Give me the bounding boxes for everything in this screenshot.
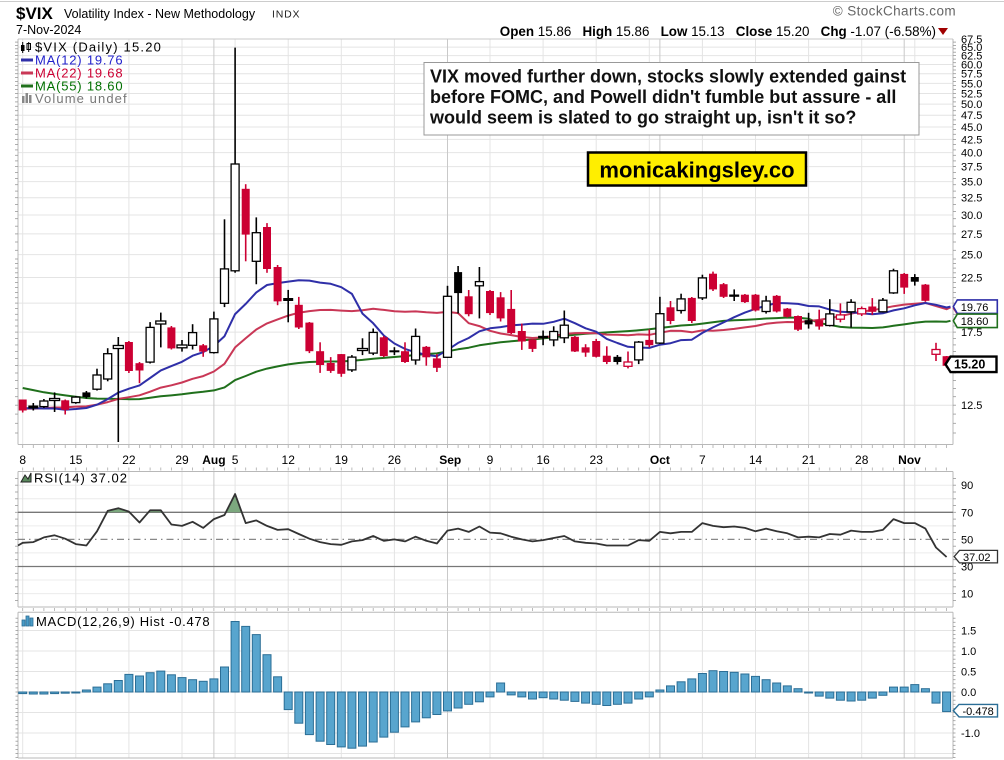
svg-text:12: 12: [282, 453, 296, 467]
svg-text:Aug: Aug: [202, 453, 225, 467]
svg-text:30.0: 30.0: [961, 210, 982, 222]
svg-text:30: 30: [961, 562, 973, 574]
svg-text:25.0: 25.0: [961, 250, 982, 262]
svg-text:37.02: 37.02: [963, 552, 991, 564]
svg-text:Oct: Oct: [650, 453, 670, 467]
svg-text:42.5: 42.5: [961, 134, 982, 146]
svg-text:1.5: 1.5: [961, 626, 976, 638]
svg-text:VIX moved further down, stocks: VIX moved further down, stocks slowly ex…: [430, 67, 906, 87]
svg-text:27.5: 27.5: [961, 229, 982, 241]
svg-text:5: 5: [232, 453, 239, 467]
svg-text:90: 90: [961, 480, 973, 492]
svg-text:45.0: 45.0: [961, 122, 982, 134]
svg-text:Open 15.86 High 15.86 Low: Open 15.86 High 15.86 Low 15.13 Close 15…: [500, 24, 936, 39]
svg-text:1.0: 1.0: [961, 646, 976, 658]
svg-text:Sep: Sep: [439, 453, 461, 467]
svg-text:© StockCharts.com: © StockCharts.com: [833, 4, 956, 19]
svg-text:Volatility Index - New Methodo: Volatility Index - New Methodology: [64, 7, 256, 21]
svg-text:40.0: 40.0: [961, 148, 982, 160]
svg-text:0.0: 0.0: [961, 687, 976, 699]
svg-text:before FOMC, and Powell didn't: before FOMC, and Powell didn't fumble bu…: [430, 87, 896, 107]
svg-text:9: 9: [487, 453, 494, 467]
svg-text:67.5: 67.5: [961, 34, 982, 46]
svg-text:62.5: 62.5: [961, 51, 982, 63]
svg-text:16: 16: [536, 453, 550, 467]
svg-text:32.5: 32.5: [961, 193, 982, 205]
svg-text:23: 23: [590, 453, 604, 467]
svg-text:MA(22) 19.68: MA(22) 19.68: [35, 66, 123, 81]
svg-text:-1.0: -1.0: [961, 728, 980, 740]
svg-text:15: 15: [69, 453, 83, 467]
svg-text:10: 10: [961, 589, 973, 601]
svg-text:35.0: 35.0: [961, 177, 982, 189]
svg-text:52.5: 52.5: [961, 89, 982, 101]
svg-text:22: 22: [122, 453, 136, 467]
svg-text:Volume undef: Volume undef: [35, 91, 128, 106]
svg-text:MA(55) 18.60: MA(55) 18.60: [35, 79, 123, 94]
svg-text:$VIX: $VIX: [16, 4, 54, 23]
svg-text:-0.478: -0.478: [963, 706, 994, 718]
svg-text:60.0: 60.0: [961, 60, 982, 72]
svg-text:RSI(14) 37.02: RSI(14) 37.02: [34, 471, 128, 486]
svg-text:26: 26: [388, 453, 402, 467]
svg-text:15.20: 15.20: [954, 358, 985, 372]
svg-text:55.0: 55.0: [961, 78, 982, 90]
svg-text:21: 21: [802, 453, 816, 467]
svg-text:would seem is slated to go str: would seem is slated to go straight up, …: [429, 108, 856, 128]
svg-text:19.76: 19.76: [961, 302, 989, 314]
svg-text:INDX: INDX: [272, 9, 300, 21]
svg-text:28: 28: [855, 453, 869, 467]
svg-text:50: 50: [961, 534, 973, 546]
svg-text:12.5: 12.5: [961, 400, 982, 412]
svg-text:22.5: 22.5: [961, 273, 982, 285]
svg-text:65.0: 65.0: [961, 42, 982, 54]
svg-text:19: 19: [335, 453, 349, 467]
svg-text:50.0: 50.0: [961, 99, 982, 111]
svg-text:14: 14: [749, 453, 763, 467]
svg-text:monicakingsley.co: monicakingsley.co: [599, 158, 794, 183]
svg-text:$VIX (Daily) 15.20: $VIX (Daily) 15.20: [35, 40, 162, 55]
svg-text:0.5: 0.5: [961, 667, 976, 679]
svg-text:Nov: Nov: [898, 453, 921, 467]
svg-text:7: 7: [699, 453, 706, 467]
svg-text:MA(12) 19.76: MA(12) 19.76: [35, 53, 123, 68]
svg-text:57.5: 57.5: [961, 69, 982, 81]
svg-text:70: 70: [961, 507, 973, 519]
svg-text:MACD(12,26,9) Hist -0.478: MACD(12,26,9) Hist -0.478: [36, 614, 210, 629]
svg-text:37.5: 37.5: [961, 162, 982, 174]
svg-text:17.5: 17.5: [961, 327, 982, 339]
svg-text:18.60: 18.60: [961, 316, 989, 328]
svg-text:7-Nov-2024: 7-Nov-2024: [16, 23, 81, 37]
svg-text:47.5: 47.5: [961, 110, 982, 122]
svg-text:29: 29: [175, 453, 189, 467]
svg-text:8: 8: [19, 453, 26, 467]
